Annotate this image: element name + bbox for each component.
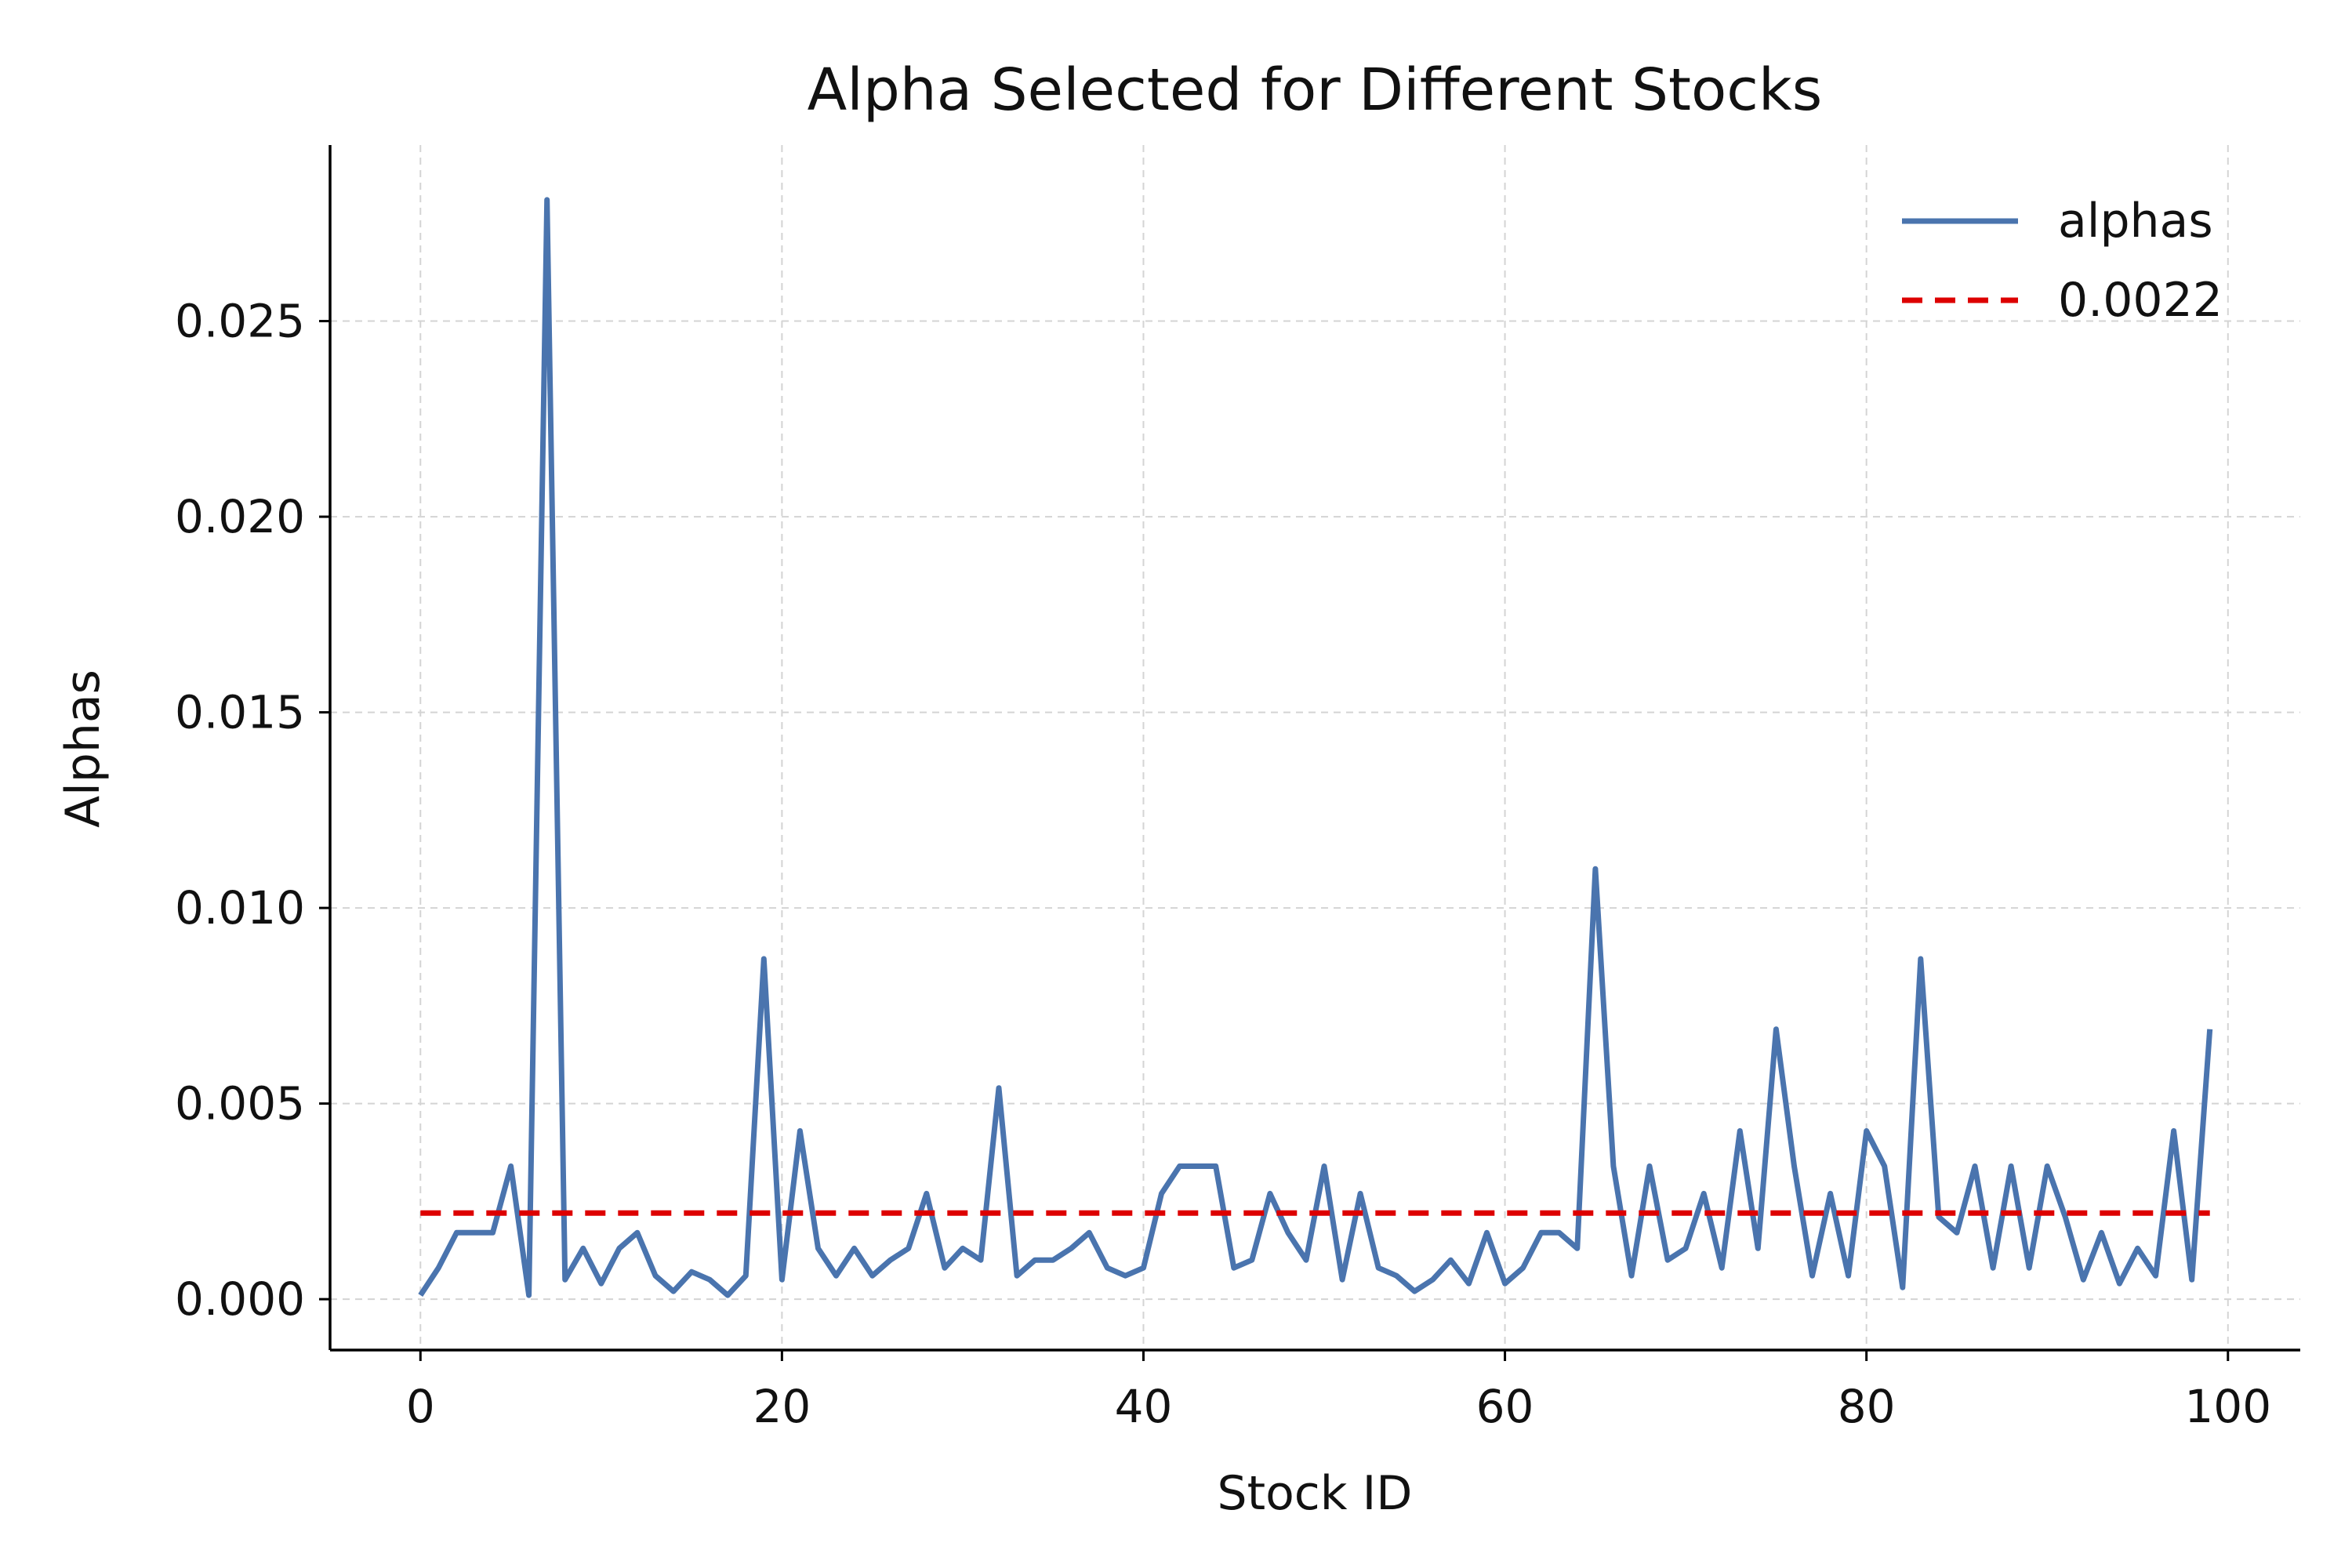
series-line-alphas [418, 197, 2213, 1298]
chart-title: Alpha Selected for Different Stocks [808, 56, 1823, 124]
x-tick-label: 20 [753, 1380, 811, 1433]
y-tick-label: 0.005 [175, 1077, 305, 1131]
x-tick-label: 40 [1115, 1380, 1173, 1433]
x-tick-label: 80 [1838, 1380, 1896, 1433]
x-axis-label: Stock ID [1217, 1466, 1412, 1521]
y-tick-label: 0.010 [175, 881, 305, 935]
y-tick-label: 0.000 [175, 1272, 305, 1326]
grid [330, 145, 2300, 1350]
plot-series [418, 197, 2213, 1298]
x-tick-label: 0 [406, 1380, 435, 1433]
y-tick-label: 0.020 [175, 490, 305, 543]
ticks: 0 20 40 60 80 100 0.000 0.005 0.010 0.015 0.020 0.0… [175, 295, 2271, 1433]
x-tick-label: 100 [2184, 1380, 2271, 1433]
y-tick-label: 0.025 [175, 295, 305, 348]
legend-label-threshold: 0.0022 [2058, 273, 2223, 328]
legend: alphas 0.0022 [1902, 194, 2223, 328]
y-tick-label: 0.015 [175, 686, 305, 739]
x-tick-label: 60 [1476, 1380, 1534, 1433]
axes [328, 145, 2300, 1352]
y-axis-label: Alphas [56, 670, 111, 828]
legend-label-alphas: alphas [2058, 194, 2213, 249]
